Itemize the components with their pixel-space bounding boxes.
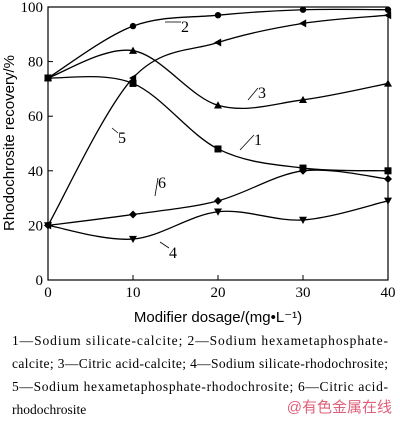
marker <box>129 235 137 244</box>
marker <box>214 101 222 109</box>
caption-line: 5—Sodium hexametaphosphate-rhodochrosite… <box>12 379 389 394</box>
x-tick-label: 20 <box>211 285 226 301</box>
y-tick-label: 20 <box>28 218 43 234</box>
marker <box>214 11 222 19</box>
leader-line <box>239 134 255 151</box>
y-tick-label: 0 <box>36 273 44 289</box>
marker <box>384 11 392 20</box>
marker <box>299 216 307 224</box>
caption-line: calcite; 3—Citric acid-calcite; 4—Sodium… <box>12 356 388 371</box>
marker <box>384 167 392 175</box>
x-tick-label: 30 <box>296 285 311 301</box>
y-tick-label: 100 <box>21 0 44 16</box>
marker <box>384 174 392 183</box>
marker <box>129 79 137 87</box>
x-axis-label: Modifier dosage/(mg•L⁻¹) <box>134 309 302 326</box>
marker <box>214 208 222 216</box>
marker <box>384 79 392 87</box>
plot-frame <box>47 6 389 281</box>
y-axis-label: Rhodochrosite recovery/% <box>1 55 18 231</box>
caption-line: 1—Sodium silicate-calcite; 2—Sodium hexa… <box>12 333 389 348</box>
marker <box>129 46 137 54</box>
series-label: 1 <box>254 132 262 149</box>
caption-line: rhodochrosite <box>12 402 86 417</box>
watermark: @有色金属在线 <box>287 399 392 416</box>
marker <box>44 73 52 82</box>
y-tick-label: 60 <box>28 109 43 125</box>
series-line <box>47 14 389 226</box>
marker <box>214 196 222 205</box>
series-label: 5 <box>118 130 126 147</box>
x-tick-label: 40 <box>381 285 396 301</box>
y-tick-label: 80 <box>28 55 43 71</box>
y-tick-label: 40 <box>28 164 43 180</box>
series-label: 4 <box>169 245 177 262</box>
marker <box>384 6 392 13</box>
marker <box>44 221 52 230</box>
marker <box>129 22 137 30</box>
marker <box>129 210 137 219</box>
series-label: 6 <box>158 175 166 192</box>
marker <box>299 166 307 175</box>
leader-line <box>159 241 170 249</box>
series-line <box>47 200 389 240</box>
marker <box>214 38 222 47</box>
marker <box>129 73 137 82</box>
leader-line <box>154 177 159 197</box>
series-line <box>47 75 389 172</box>
marker <box>299 6 307 13</box>
leader-line <box>111 127 119 134</box>
series-line <box>47 49 389 110</box>
series-label: 3 <box>258 85 266 102</box>
marker <box>299 95 307 104</box>
marker <box>384 197 392 205</box>
series-label: 2 <box>181 19 189 36</box>
x-tick-label: 0 <box>44 285 52 301</box>
x-tick-label: 10 <box>126 285 141 301</box>
marker <box>214 145 222 153</box>
leader-line <box>247 87 259 101</box>
marker <box>299 19 307 28</box>
